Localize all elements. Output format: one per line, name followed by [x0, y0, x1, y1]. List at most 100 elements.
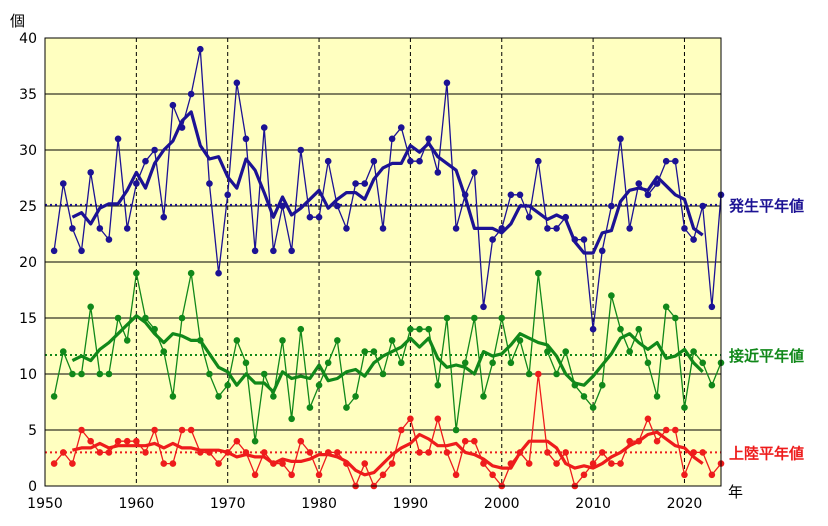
- x-axis-ticks: 1950 1960 1970 1980 1990 2000 2010 2020: [27, 496, 702, 512]
- data-point: [480, 393, 487, 400]
- data-point: [270, 460, 277, 467]
- data-point: [187, 426, 195, 434]
- data-point: [681, 404, 688, 411]
- data-point: [87, 303, 94, 311]
- data-point: [681, 225, 688, 232]
- data-point: [133, 437, 140, 445]
- y-tick-label: 40: [19, 31, 37, 47]
- data-point: [690, 236, 697, 243]
- data-point: [571, 236, 579, 243]
- data-point: [617, 135, 624, 143]
- data-point: [544, 348, 551, 355]
- data-point: [562, 348, 570, 355]
- data-point: [434, 415, 442, 423]
- data-point: [553, 225, 560, 232]
- data-point: [251, 437, 259, 445]
- data-point: [105, 449, 113, 456]
- data-point: [178, 124, 186, 131]
- data-point: [178, 426, 186, 434]
- y-tick-label: 35: [19, 87, 37, 103]
- normal-label-0: 発生平年値: [728, 197, 804, 215]
- data-point: [78, 247, 85, 255]
- data-point: [407, 157, 414, 165]
- data-point: [324, 449, 332, 456]
- data-point: [361, 348, 369, 355]
- data-point: [653, 393, 661, 400]
- data-point: [288, 415, 295, 423]
- data-point: [324, 157, 332, 165]
- data-point: [516, 337, 524, 344]
- y-axis-label: 個: [10, 12, 25, 30]
- data-point: [123, 225, 131, 232]
- data-point: [699, 202, 707, 210]
- data-point: [69, 370, 76, 378]
- data-point: [160, 213, 168, 221]
- data-point: [123, 437, 131, 445]
- data-point: [608, 202, 615, 210]
- data-point: [672, 314, 679, 322]
- data-point: [279, 202, 286, 210]
- y-tick-label: 20: [19, 255, 37, 271]
- data-point: [452, 471, 460, 479]
- data-point: [370, 157, 378, 165]
- data-point: [306, 449, 314, 456]
- data-point: [215, 269, 222, 277]
- data-point: [388, 337, 396, 344]
- data-point: [425, 135, 432, 143]
- data-point: [534, 370, 542, 378]
- data-point: [598, 247, 606, 255]
- x-tick-label: 1970: [210, 496, 246, 512]
- data-point: [105, 236, 113, 243]
- data-point: [626, 437, 633, 445]
- data-point: [233, 437, 241, 445]
- data-point: [50, 393, 58, 400]
- data-point: [644, 415, 652, 423]
- data-point: [534, 269, 542, 277]
- data-point: [96, 449, 104, 456]
- data-point: [59, 449, 67, 456]
- data-point: [160, 460, 168, 467]
- data-point: [580, 471, 588, 479]
- data-point: [608, 292, 615, 299]
- x-tick-label: 1990: [393, 496, 429, 512]
- x-tick-label: 1980: [301, 496, 337, 512]
- data-point: [598, 381, 606, 389]
- data-point: [288, 471, 295, 479]
- data-point: [242, 449, 250, 456]
- data-point: [187, 90, 195, 98]
- data-point: [461, 191, 469, 199]
- data-point: [133, 269, 140, 277]
- data-point: [133, 180, 140, 187]
- data-point: [672, 426, 679, 434]
- y-tick-label: 25: [19, 199, 37, 215]
- y-axis-ticks: 0 5 10 15 20 25 30 35 40: [19, 31, 37, 495]
- data-point: [571, 381, 579, 389]
- data-point: [434, 169, 442, 176]
- data-point: [562, 213, 570, 221]
- data-point: [516, 191, 524, 199]
- data-point: [69, 225, 76, 232]
- data-point: [96, 370, 104, 378]
- series-line: [53, 272, 722, 442]
- data-point: [553, 370, 560, 378]
- series-2: [50, 370, 725, 490]
- data-point: [142, 314, 149, 322]
- data-point: [653, 437, 661, 445]
- data-point: [370, 348, 378, 355]
- data-point: [471, 437, 478, 445]
- data-point: [306, 404, 314, 411]
- data-point: [334, 202, 341, 210]
- data-point: [206, 180, 213, 187]
- data-point: [708, 471, 716, 479]
- data-point: [416, 325, 423, 333]
- data-point: [114, 314, 122, 322]
- data-point: [635, 437, 643, 445]
- data-point: [379, 225, 387, 232]
- data-point: [580, 236, 588, 243]
- data-point: [343, 225, 350, 232]
- data-point: [215, 393, 222, 400]
- data-point: [681, 471, 688, 479]
- data-point: [123, 337, 131, 344]
- data-point: [553, 460, 560, 467]
- data-point: [461, 359, 469, 367]
